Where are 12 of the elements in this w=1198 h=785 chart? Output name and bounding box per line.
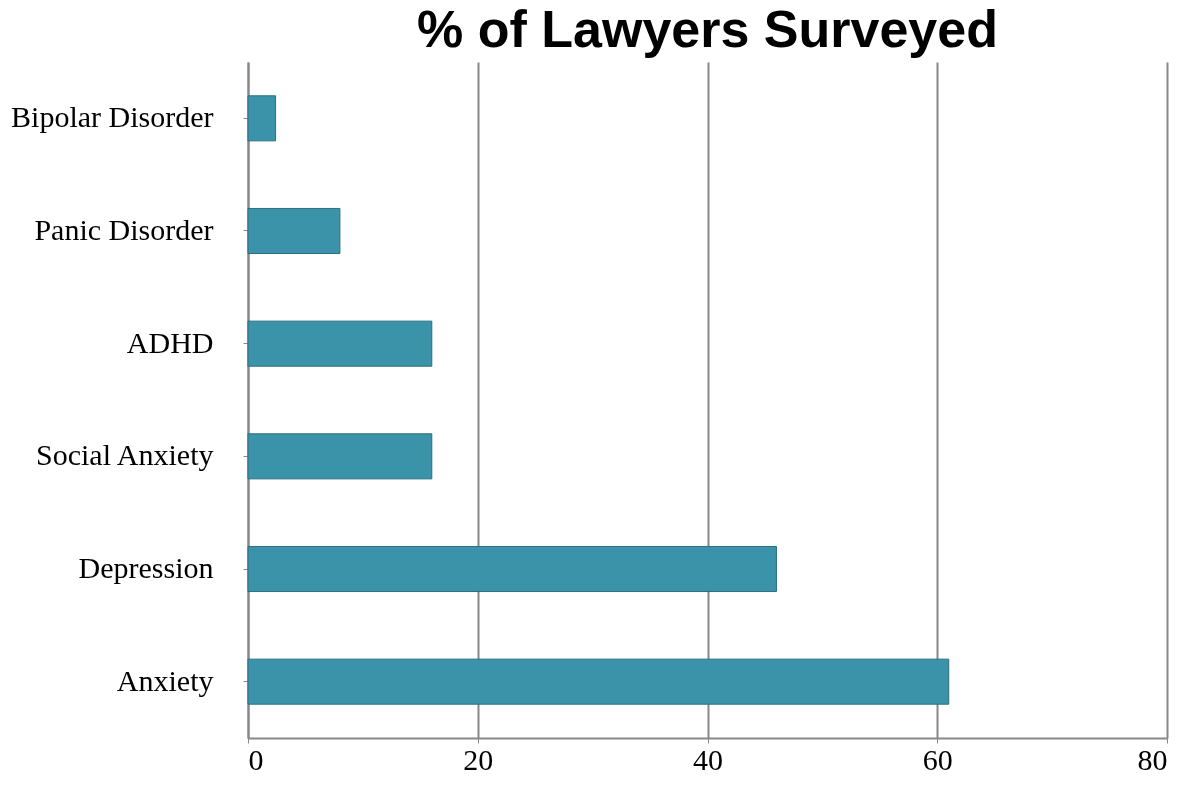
x-tick-label: 40 xyxy=(693,742,723,776)
y-tick-label: Social Anxiety xyxy=(36,438,214,472)
x-tick-label: 80 xyxy=(1137,742,1168,776)
y-tick-label: ADHD xyxy=(126,325,214,359)
x-tick-label: 20 xyxy=(463,742,494,776)
y-tick-label: Depression xyxy=(78,551,214,584)
y-tick-label: Panic Disorder xyxy=(34,213,214,246)
y-tick-label: Anxiety xyxy=(116,663,214,697)
x-tick-label: 0 xyxy=(248,742,264,776)
x-tick-label: 60 xyxy=(922,742,953,776)
chart-title: % of Lawyers Surveyed xyxy=(417,0,998,58)
y-tick-label: Bipolar Disorder xyxy=(11,100,214,134)
